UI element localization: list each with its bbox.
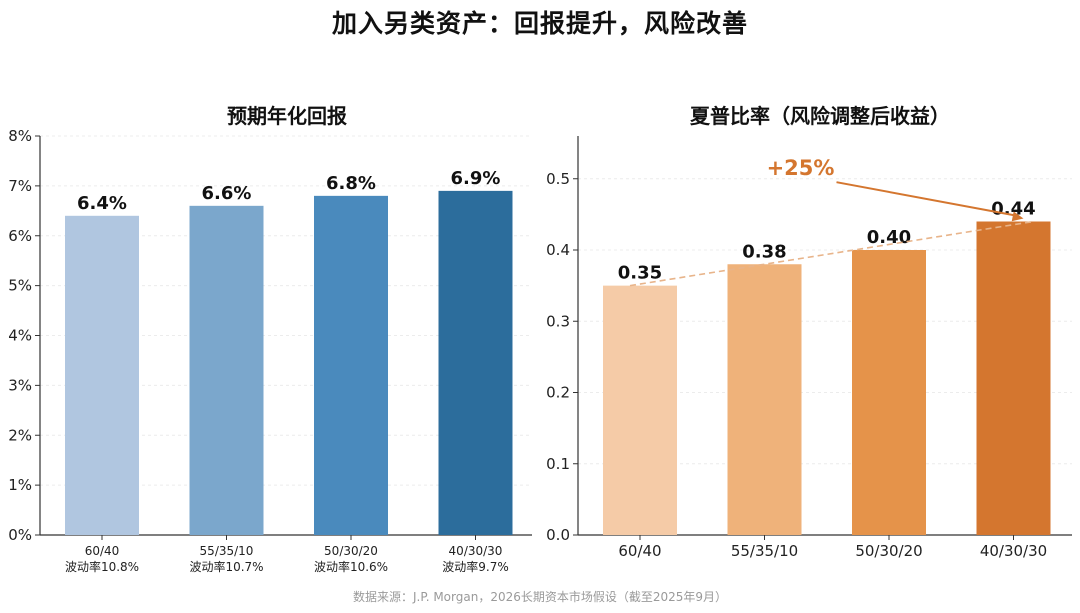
y-tick-label: 2%: [8, 426, 32, 444]
y-tick-label: 4%: [8, 327, 32, 345]
annotation-label: +25%: [767, 156, 835, 180]
bar: [603, 285, 677, 535]
category-label: 60/40: [618, 542, 661, 560]
value-label: 0.35: [618, 263, 662, 284]
value-label: 6.8%: [326, 173, 376, 194]
y-tick-label: 0.2: [546, 384, 570, 402]
y-tick-label: 5%: [8, 277, 32, 295]
category-label: 55/35/10: [731, 542, 798, 560]
category-label: 50/30/20: [855, 542, 922, 560]
value-label: 0.44: [991, 199, 1035, 220]
annotation-arrow: [836, 181, 1016, 217]
y-tick-label: 6%: [8, 227, 32, 245]
source-note: 数据来源：J.P. Morgan，2026长期资本市场假设（截至2025年9月）: [352, 590, 728, 604]
sharpe-chart: 夏普比率（风险调整后收益） 0.0 0.1 0.2 0.3 0.4 0.5 0.35 60/40…: [546, 104, 1072, 560]
value-label: 6.9%: [451, 168, 501, 189]
main-title: 加入另类资产：回报提升，风险改善: [331, 9, 748, 38]
y-tick-label: 8%: [8, 127, 32, 145]
category-sublabel: 波动率10.8%: [65, 559, 139, 574]
y-tick-label: 0.1: [546, 455, 570, 473]
value-label: 0.38: [742, 241, 786, 262]
bar: [314, 195, 388, 535]
category-label: 50/30/20: [324, 544, 378, 558]
bar: [65, 215, 139, 536]
trend-line: [629, 220, 1034, 287]
y-tick-label: 0.0: [546, 526, 570, 544]
category-label: 40/30/30: [980, 542, 1047, 560]
bar: [189, 205, 264, 535]
y-tick-label: 0%: [8, 526, 32, 544]
category-sublabel: 波动率10.7%: [189, 559, 263, 574]
category-sublabel: 波动率10.6%: [314, 559, 388, 574]
bar: [727, 264, 802, 535]
y-tick-label: 0.4: [546, 241, 570, 259]
category-sublabel: 波动率9.7%: [442, 559, 509, 574]
value-label: 6.4%: [77, 193, 127, 214]
value-label: 6.6%: [202, 183, 252, 204]
chart-title: 预期年化回报: [227, 104, 347, 128]
y-tick-label: 0.3: [546, 312, 570, 330]
category-label: 40/30/30: [449, 544, 503, 558]
y-tick-label: 1%: [8, 476, 32, 494]
category-label: 55/35/10: [200, 544, 254, 558]
y-tick-label: 3%: [8, 376, 32, 394]
bar: [852, 250, 926, 535]
category-label: 60/40: [85, 544, 120, 558]
bar: [438, 190, 513, 536]
bar: [976, 221, 1051, 535]
returns-chart: 预期年化回报 0% 1% 2% 3% 4% 5% 6% 7% 8% 6.4% 60/40波动率10.8…: [8, 104, 532, 574]
y-tick-label: 7%: [8, 177, 32, 195]
chart-title: 夏普比率（风险调整后收益）: [690, 104, 950, 128]
y-tick-label: 0.5: [546, 170, 570, 188]
annotation-arrowhead: [1011, 211, 1024, 222]
